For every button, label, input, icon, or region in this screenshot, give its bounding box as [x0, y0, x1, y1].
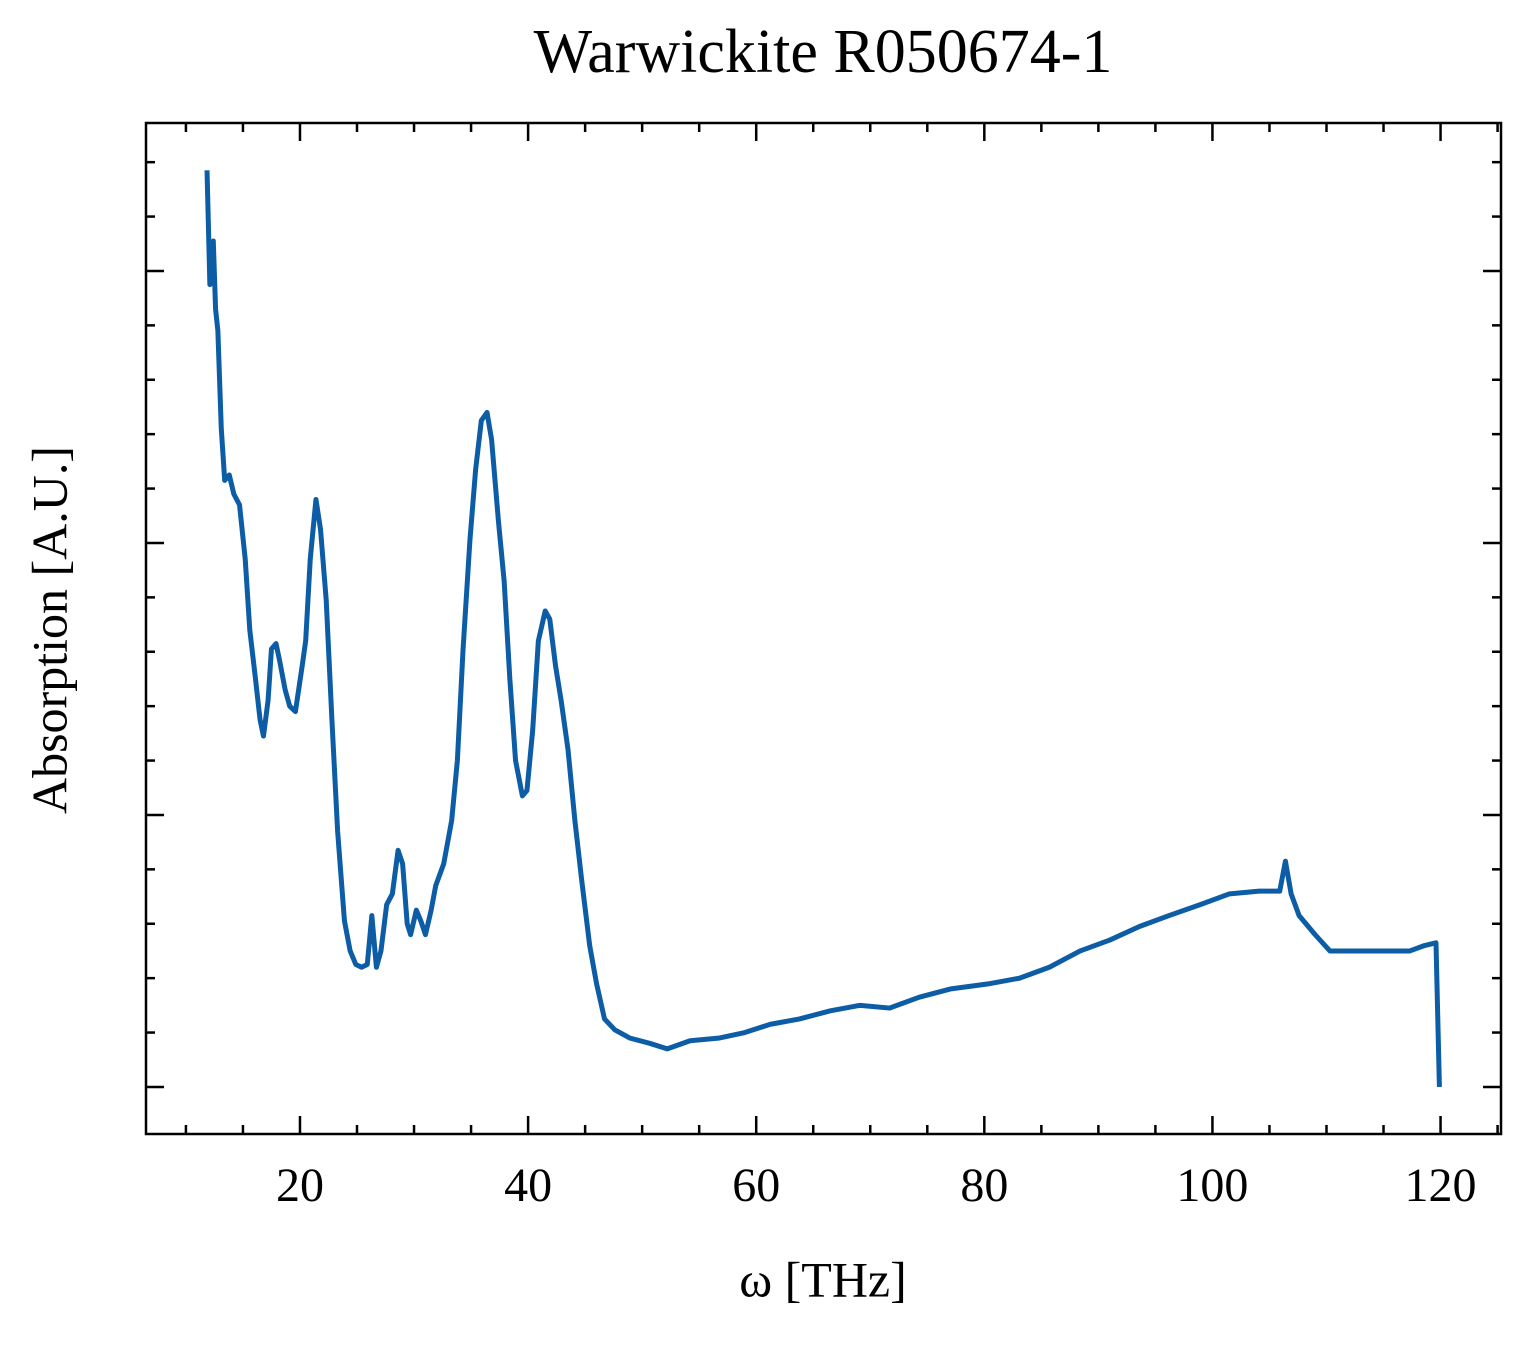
x-tick-label: 20 — [276, 1159, 324, 1212]
y-axis-label: Absorption [A.U.] — [21, 446, 77, 814]
x-axis-label: ω [THz] — [739, 1251, 907, 1307]
x-tick-label: 120 — [1405, 1159, 1477, 1212]
x-tick-label: 60 — [732, 1159, 780, 1212]
plot-frame — [144, 121, 1503, 1136]
data-line — [204, 170, 1442, 1088]
x-tick-label: 80 — [960, 1159, 1008, 1212]
x-tick-label: 100 — [1176, 1159, 1248, 1212]
x-tick-label: 40 — [504, 1159, 552, 1212]
chart-title: Warwickite R050674-1 — [534, 18, 1113, 86]
